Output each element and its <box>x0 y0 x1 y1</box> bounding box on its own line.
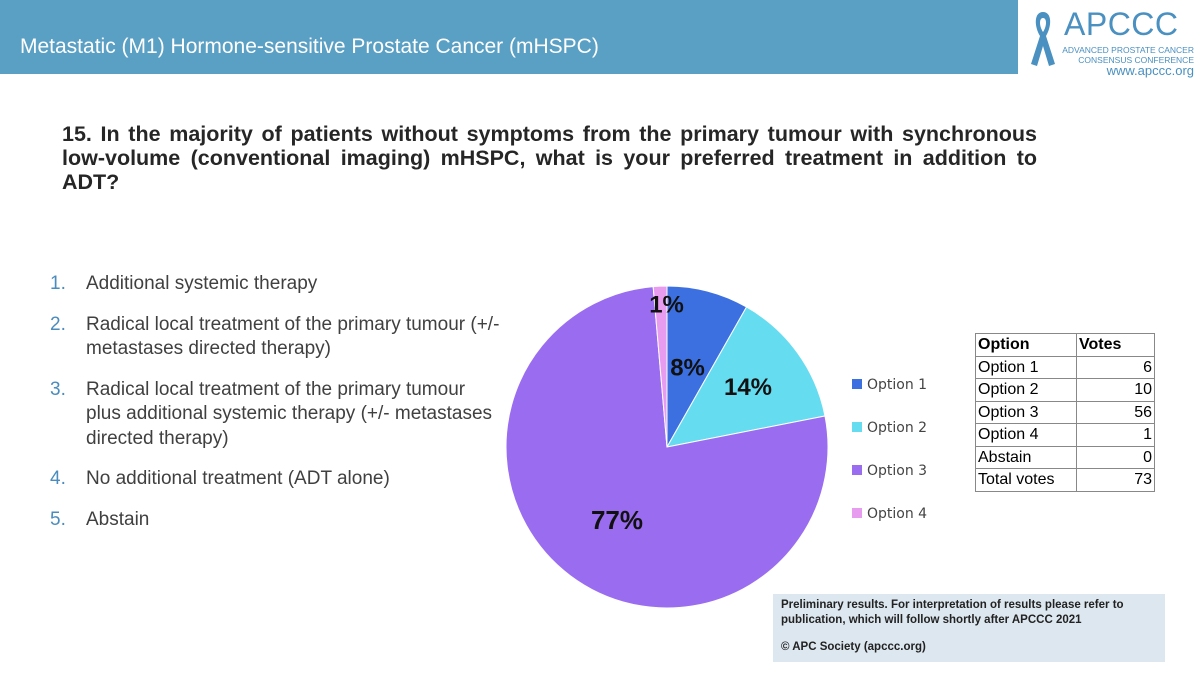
option-number: 1. <box>50 273 66 294</box>
pie-chart: 8% 14% 77% 1% Option 1 Option 2 Option 3 Option… <box>505 285 927 609</box>
table-row: Option 3 56 <box>975 400 1155 424</box>
footnote-copyright: © APC Society (apccc.org) <box>781 641 926 653</box>
pie-slice-2 <box>666 306 826 448</box>
table-cell-option: Option 4 <box>975 423 1077 447</box>
table-cell-votes: 10 <box>1076 378 1155 402</box>
legend-label-2: Option 2 <box>867 420 927 436</box>
table-header-row: Option Votes <box>975 333 1155 357</box>
logo-url: www.apccc.org <box>1106 63 1194 78</box>
option-number: 5. <box>50 508 66 530</box>
table-cell-option: Option 2 <box>975 378 1077 402</box>
answer-option: 4. No additional treatment (ADT alone) <box>50 467 500 492</box>
slice-label-1: 8% <box>670 355 705 382</box>
table-row: Total votes 73 <box>975 468 1155 492</box>
table-cell-option: Abstain <box>975 445 1077 469</box>
votes-table: Option Votes Option 1 6 Option 2 10 Opti… <box>975 333 1155 492</box>
logo-subtitle-line2: CONSENSUS CONFERENCE <box>1078 55 1194 65</box>
legend-swatch-2 <box>852 422 862 432</box>
slice-label-2: 14% <box>724 374 772 401</box>
answer-option: 2. Radical local treatment of the primar… <box>50 313 500 362</box>
column-header-option: Option <box>975 333 1077 357</box>
header-bar <box>0 0 1018 74</box>
table-cell-votes: 0 <box>1076 445 1155 469</box>
slice-label-4: 1% <box>649 291 684 318</box>
awareness-ribbon-icon <box>1031 12 1055 66</box>
apccc-logo: APCCC ADVANCED PROSTATE CANCER CONSENSUS… <box>1022 4 1196 78</box>
legend-label-3: Option 3 <box>867 463 927 479</box>
table-row: Option 2 10 <box>975 378 1155 402</box>
column-header-votes: Votes <box>1076 333 1155 357</box>
table-row: Option 1 6 <box>975 355 1155 379</box>
logo-name: APCCC <box>1064 6 1179 42</box>
answer-options-list: 1. Additional systemic therapy 2. Radica… <box>50 272 500 532</box>
answer-option: 3. Radical local treatment of the primar… <box>50 378 500 452</box>
option-text: Additional systemic therapy <box>86 273 318 294</box>
table-cell-votes: 1 <box>1076 423 1155 447</box>
option-number: 3. <box>50 378 66 400</box>
footnote-box: Preliminary results. For interpretation … <box>773 594 1165 662</box>
pie-slice-3 <box>505 286 829 609</box>
legend-label-1: Option 1 <box>867 377 927 393</box>
table-row: Abstain 0 <box>975 445 1155 469</box>
table-row: Option 4 1 <box>975 423 1155 447</box>
legend-label-4: Option 4 <box>867 506 927 522</box>
legend-swatch-4 <box>852 508 862 518</box>
logo-subtitle-line1: ADVANCED PROSTATE CANCER <box>1062 45 1194 55</box>
legend-swatch-3 <box>852 465 862 475</box>
table-cell-option: Option 3 <box>975 400 1077 424</box>
slice-label-3: 77% <box>591 505 643 535</box>
table-cell-option: Option 1 <box>975 355 1077 379</box>
slide-section-title: Metastatic (M1) Hormone-sensitive Prosta… <box>20 35 599 58</box>
answer-option: 5. Abstain <box>50 508 500 533</box>
table-cell-votes: 56 <box>1076 400 1155 424</box>
table-cell-votes: 6 <box>1076 355 1155 379</box>
legend-swatch-1 <box>852 379 862 389</box>
question-text: 15. In the majority of patients without … <box>62 122 1037 194</box>
pie-slice-4 <box>652 285 668 448</box>
option-text: Radical local treatment of the primary t… <box>86 378 493 449</box>
footnote-text: Preliminary results. For interpretation … <box>781 599 1124 626</box>
option-text: Abstain <box>86 508 150 530</box>
table-cell-votes: 73 <box>1076 468 1155 492</box>
table-cell-option: Total votes <box>975 468 1077 492</box>
option-text: No additional treatment (ADT alone) <box>86 468 390 489</box>
option-text: Radical local treatment of the primary t… <box>86 313 500 360</box>
answer-option: 1. Additional systemic therapy <box>50 272 500 297</box>
option-number: 2. <box>50 313 66 335</box>
option-number: 4. <box>50 468 66 489</box>
